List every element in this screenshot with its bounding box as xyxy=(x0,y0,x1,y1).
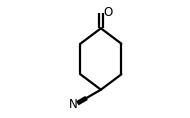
Text: O: O xyxy=(104,6,113,19)
Text: N: N xyxy=(69,98,78,111)
